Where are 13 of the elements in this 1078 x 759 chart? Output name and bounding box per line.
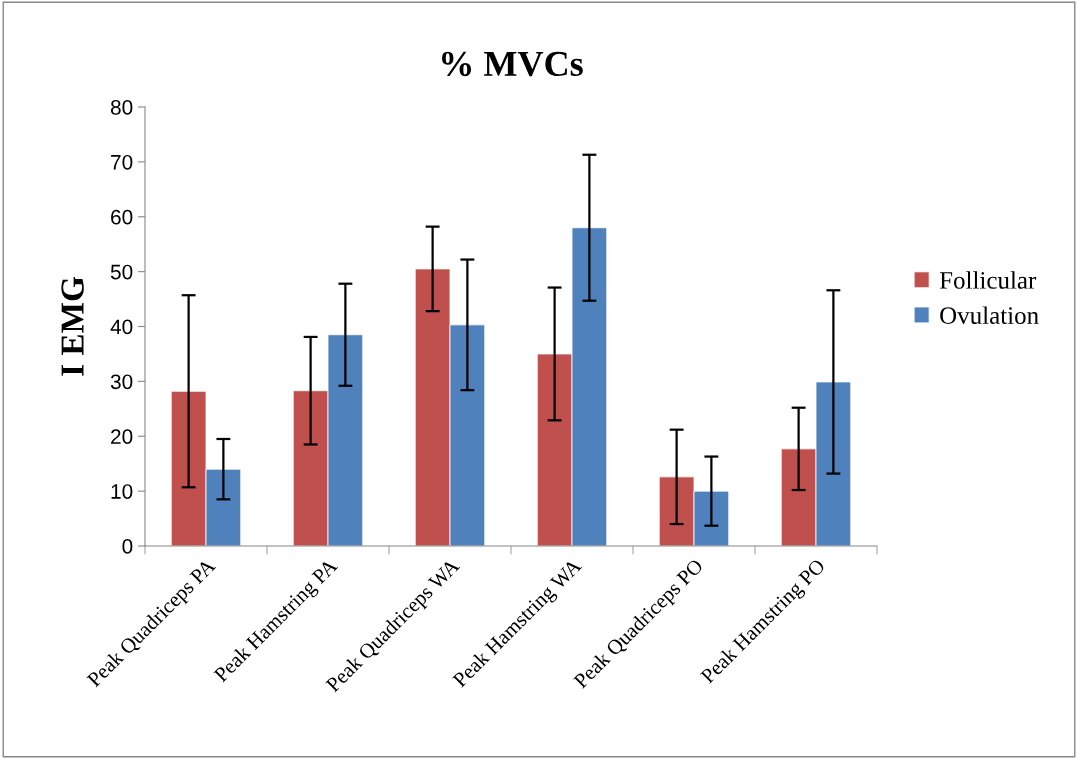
- y-tick-label: 40: [110, 319, 133, 335]
- y-tick-label: 20: [111, 429, 133, 444]
- legend-label: Ovulation: [940, 306, 1039, 324]
- y-tick-label: 80: [110, 100, 133, 115]
- chart-title: % MVCs: [441, 51, 583, 77]
- y-tick-label: 70: [111, 154, 133, 170]
- legend-label: Follicular: [939, 271, 1037, 289]
- y-tick-label: 10: [111, 484, 133, 499]
- y-tick-label: 60: [111, 209, 133, 225]
- y-tick-label: 0: [122, 539, 133, 554]
- y-tick-label: 50: [110, 264, 133, 280]
- y-tick-label: 30: [110, 374, 133, 390]
- y-axis-title: I EMG: [61, 276, 84, 376]
